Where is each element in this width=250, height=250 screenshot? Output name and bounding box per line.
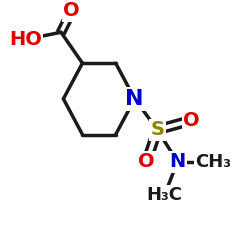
Text: H₃C: H₃C [146, 186, 182, 204]
Text: O: O [184, 111, 200, 130]
Text: O: O [64, 2, 80, 20]
Text: CH₃: CH₃ [195, 153, 231, 171]
Text: HO: HO [9, 30, 42, 49]
Text: N: N [170, 152, 186, 171]
Text: O: O [138, 152, 155, 171]
Text: N: N [126, 89, 144, 109]
Text: S: S [150, 120, 164, 139]
